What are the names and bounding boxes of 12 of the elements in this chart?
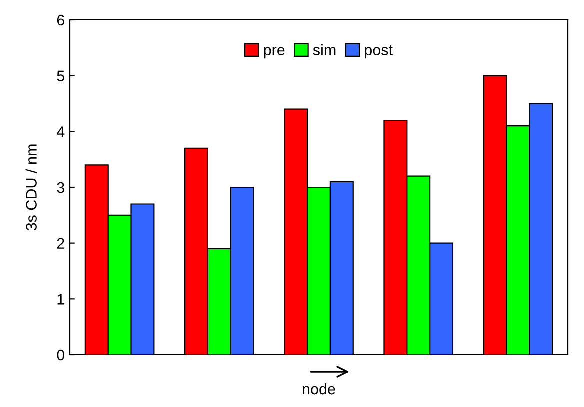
legend-label: pre (264, 47, 285, 59)
y-tick-label: 1 (58, 294, 64, 305)
legend-label: sim (313, 44, 336, 56)
y-tick-label: 2 (57, 238, 64, 249)
y-tick-label: 6 (57, 14, 64, 26)
y-axis-title: 3s CDU / nm (26, 144, 37, 231)
x-axis-title: node (303, 383, 336, 395)
y-tick-label: 5 (57, 70, 64, 82)
y-tick-label: 0 (57, 350, 65, 361)
y-tick-label: 4 (56, 126, 65, 138)
y-tick-label: 3 (57, 182, 64, 194)
legend-label: post (365, 46, 393, 59)
